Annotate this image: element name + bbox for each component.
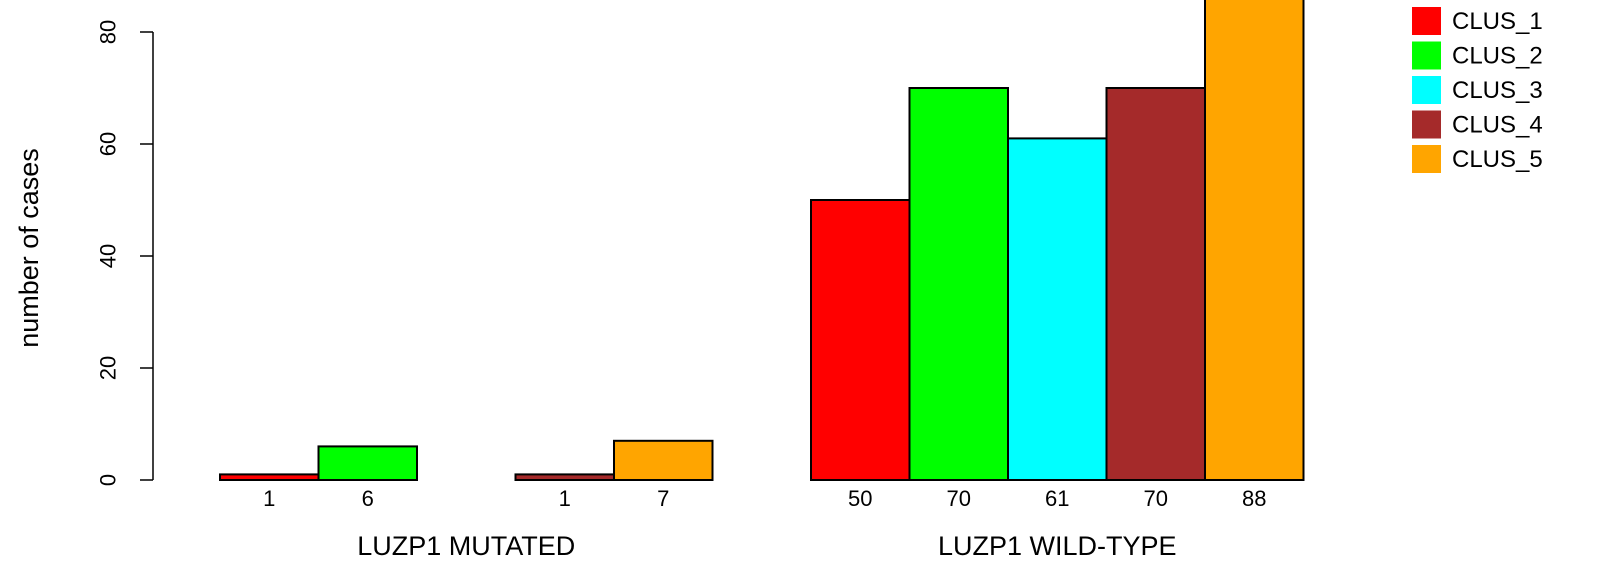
legend-swatch (1412, 145, 1441, 173)
bar-count-label: 88 (1242, 486, 1266, 511)
bar-clus-3 (1007, 137, 1108, 481)
bar-clus-4 (514, 473, 615, 481)
bar-count-label: 61 (1045, 486, 1069, 511)
y-tick-label: 80 (96, 20, 121, 44)
group-label: LUZP1 MUTATED (357, 531, 575, 561)
bar-clus-5 (1204, 0, 1305, 481)
legend-swatch (1412, 110, 1441, 139)
legend: CLUS_1 CLUS_2 CLUS_3 CLUS_4 CLUS_5 (1412, 7, 1543, 173)
bar-count-label: 1 (263, 486, 275, 511)
bar-count-label: 6 (362, 486, 374, 511)
y-tick-label: 0 (96, 474, 121, 486)
group-label: LUZP1 WILD-TYPE (938, 531, 1177, 561)
bars (219, 0, 1305, 481)
bar-count-label: 1 (559, 486, 571, 511)
bar-count-label: 70 (1144, 486, 1168, 511)
legend-label: CLUS_3 (1452, 77, 1543, 104)
legend-label: CLUS_4 (1452, 112, 1543, 139)
y-tick-label: 20 (96, 356, 121, 380)
bar-clus-1 (219, 473, 320, 481)
y-tick-label: 40 (96, 244, 121, 268)
bar-count-label: 7 (657, 486, 669, 511)
legend-label: CLUS_2 (1452, 43, 1543, 70)
group-labels: LUZP1 MUTATED LUZP1 WILD-TYPE (357, 531, 1176, 561)
legend-swatch (1412, 41, 1441, 70)
legend-label: CLUS_5 (1452, 146, 1543, 173)
legend-swatch (1412, 7, 1441, 35)
y-axis: 0 20 40 60 80 (96, 20, 154, 486)
bar-count-label: 70 (947, 486, 971, 511)
count-labels: 1 6 1 7 50 70 61 70 88 (263, 486, 1266, 511)
legend-swatch (1412, 76, 1441, 104)
bar-clus-4 (1105, 87, 1206, 481)
legend-label: CLUS_1 (1452, 8, 1543, 35)
y-tick-label: 60 (96, 132, 121, 156)
y-axis-label: number of cases (14, 148, 44, 348)
bar-clus-1 (810, 199, 911, 481)
bar-clus-2 (317, 445, 418, 481)
bar-clus-5 (613, 439, 714, 481)
bar-clus-2 (908, 87, 1009, 481)
bar-count-label: 50 (848, 486, 872, 511)
